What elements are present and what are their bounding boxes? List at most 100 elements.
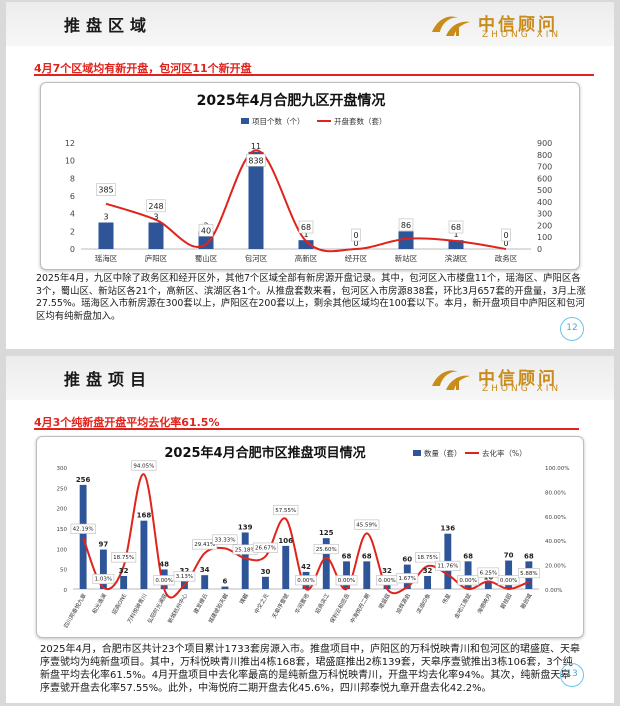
bar-value-label: 6 <box>223 578 228 586</box>
bar-value-label: 0 <box>503 239 508 248</box>
legend-label-bar: 项目个数（个） <box>252 116 305 126</box>
y-right-tick-label: 500 <box>537 186 552 195</box>
bar <box>180 575 188 589</box>
chart-title: 2025年4月合肥九区开盘情况 <box>197 92 386 109</box>
y-left-tick-label: 0 <box>70 245 75 254</box>
line-label-box <box>396 573 419 584</box>
bar <box>120 575 128 589</box>
x-tick-label: 弘阳时光澜庭 <box>145 592 169 625</box>
logo: 中信顾问 ZHONG XIN <box>428 362 598 398</box>
y-right-tick-label: 700 <box>537 163 552 172</box>
line-value-label: 18.75% <box>417 555 438 561</box>
y-right-tick-label: 100.00% <box>545 466 569 472</box>
line-label-box <box>457 575 479 586</box>
chart-projects-panel: 2025年4月合肥市区推盘项目情况 数量（套） 去化率（%） 0 50 100 150 200… <box>36 436 584 638</box>
line-value-label: 0.00% <box>459 578 476 584</box>
section-header: 推盘项目 中信顾问 ZHONG XIN <box>6 356 614 400</box>
bar-value-label: 60 <box>402 556 412 564</box>
bar <box>322 538 330 589</box>
y-right-tick-label: 0.00% <box>545 588 562 594</box>
bar <box>140 520 148 589</box>
y-left-tick-label: 200 <box>57 507 68 513</box>
bar-value-label: 168 <box>137 512 152 520</box>
line-label-box <box>198 223 214 237</box>
x-tick-label: 庐阳区 <box>145 253 168 263</box>
y-right-tick-label: 40.00% <box>545 539 566 545</box>
logo-mark-icon <box>432 16 470 36</box>
line-value-label: 25.60% <box>316 547 337 553</box>
x-tick-label: 新站区 <box>395 253 418 263</box>
x-tick-label: 蜀山区 <box>195 253 218 263</box>
y-right-tick-label: 300 <box>537 210 552 219</box>
bar <box>201 575 209 589</box>
x-tick-label: 碧桂园 <box>498 592 513 611</box>
divider <box>34 428 579 430</box>
line-label-box <box>415 552 441 563</box>
bar <box>505 560 513 589</box>
bar-value-label: 48 <box>159 560 169 568</box>
section-header: 推盘区域 中信顾问 ZHONG XIN <box>6 2 614 46</box>
x-tick-label: 华润置地 <box>293 592 311 615</box>
bar <box>221 586 229 589</box>
line-value-label: 0.00% <box>155 578 172 584</box>
line-label-box <box>273 504 299 516</box>
line-value-label: 25.18% <box>235 547 256 553</box>
bar <box>343 561 350 589</box>
bar-value-label: 32 <box>423 567 433 575</box>
bar-value-label: 32 <box>119 567 129 575</box>
line-value-label: 0.00% <box>338 578 355 584</box>
line-label-box <box>96 183 116 196</box>
line-value-label: 0.00% <box>500 578 517 584</box>
line-label-box <box>435 560 461 571</box>
legend-swatch-bar <box>241 118 249 124</box>
y-right-tick-label: 80.00% <box>545 490 566 496</box>
divider <box>34 74 594 76</box>
x-tick-label: 璞樾 <box>238 592 251 606</box>
logo: 中信顾问 ZHONG XIN <box>428 8 598 44</box>
bar <box>484 582 492 589</box>
line-label-box <box>335 575 358 586</box>
line-value-label: 1.03% <box>95 577 112 583</box>
bar-value-label: 0 <box>353 239 358 248</box>
bar-value-label: 68 <box>463 552 473 560</box>
legend-swatch-bar <box>413 450 421 456</box>
x-tick-label: 珺盛庭 <box>377 592 392 611</box>
x-tick-label: 包河区 <box>245 253 268 263</box>
line-value-label: 838 <box>248 156 263 165</box>
bar-value-label: 136 <box>441 525 456 533</box>
y-right-tick-label: 0 <box>537 245 542 254</box>
line-value-label: 33.33% <box>214 537 235 543</box>
logo-text-en: ZHONG XIN <box>482 30 562 40</box>
bar-value-label: 34 <box>200 566 210 574</box>
y-right-tick-label: 200 <box>537 221 552 230</box>
bar-value-label: 70 <box>504 552 514 560</box>
analysis-paragraph: 2025年4月，合肥市区共计23个项目累计1733套房源入市。推盘项目中，庐阳区… <box>40 644 580 694</box>
y-left-tick-label: 300 <box>57 466 68 472</box>
bar-value-label: 68 <box>362 552 372 560</box>
line-label-box <box>212 534 238 545</box>
x-tick-label: 四川邦泰悦九章 <box>62 592 88 630</box>
y-left-tick-label: 2 <box>70 227 75 236</box>
chart-title: 2025年4月合肥市区推盘项目情况 <box>164 445 365 461</box>
line-label-box <box>70 523 96 534</box>
line-label-box <box>448 220 464 234</box>
y-left-tick-label: 6 <box>70 192 75 201</box>
line-value-label: 45.59% <box>356 522 377 528</box>
bar-value-label: 11 <box>251 142 261 151</box>
bar-value-label: 1 <box>303 230 308 239</box>
y-left-tick-label: 100 <box>57 547 68 553</box>
line-value-label: 0 <box>353 231 358 240</box>
page-number: 13 <box>560 663 584 687</box>
line-value-label: 94.05% <box>133 463 154 469</box>
bar <box>424 575 432 589</box>
line-value-label: 3.13% <box>176 574 193 580</box>
y-left-tick-label: 0 <box>64 588 68 594</box>
y-left-tick-label: 250 <box>57 486 68 492</box>
bar <box>282 545 290 589</box>
x-tick-label: 滨湖区 <box>445 253 468 263</box>
series-line <box>105 149 507 253</box>
bar-value-label: 125 <box>319 529 334 537</box>
bar <box>298 240 314 249</box>
x-tick-label: 城建琥珀天樾 <box>206 592 230 625</box>
y-right-tick-label: 100 <box>537 233 552 242</box>
